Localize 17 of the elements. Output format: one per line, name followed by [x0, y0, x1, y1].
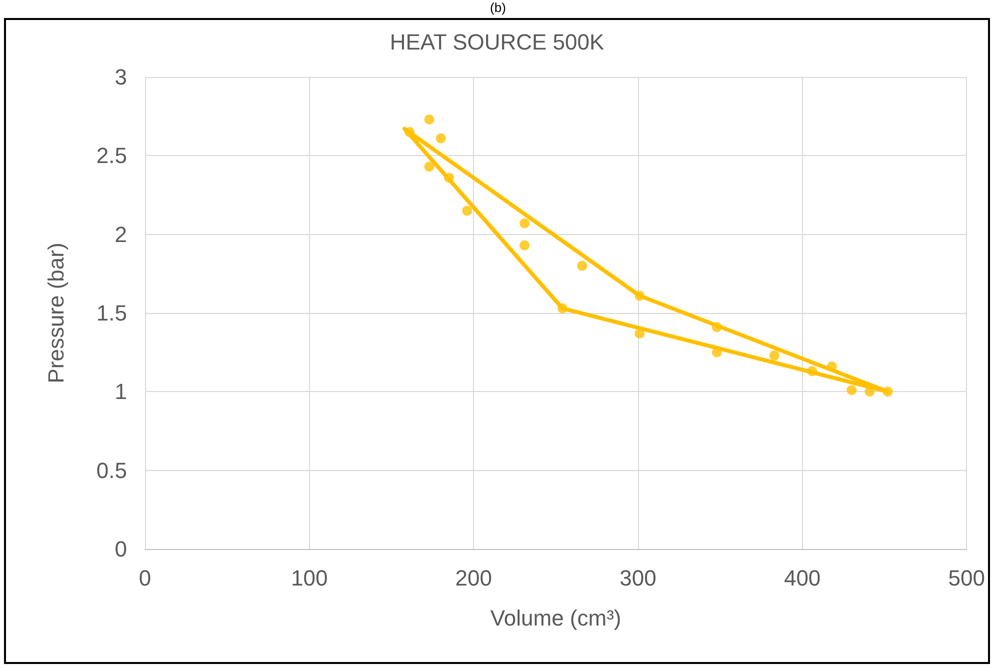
x-tick-label: 200 — [455, 566, 492, 590]
y-tick-label: 0.5 — [96, 458, 127, 483]
chart-title: HEAT SOURCE 500K — [390, 30, 605, 54]
y-tick-label: 3 — [114, 64, 127, 90]
x-tick-label: 400 — [784, 566, 821, 590]
x-tick-label: 300 — [620, 566, 656, 590]
y-tick-label: 0 — [114, 536, 127, 562]
x-tick-label: 0 — [138, 566, 152, 590]
x-tick-label: 500 — [948, 566, 986, 590]
y-tick-label: 2 — [114, 222, 127, 247]
x-tick-label: 100 — [290, 566, 328, 590]
x-axis-title: Volume (cm³) — [490, 606, 622, 630]
y-axis-title: Pressure (bar) — [44, 242, 68, 384]
y-tick-label: 1 — [114, 379, 127, 404]
y-tick-label: 2.5 — [96, 143, 127, 168]
text: (b) — [489, 0, 507, 15]
y-tick-label: 1.5 — [96, 300, 127, 326]
